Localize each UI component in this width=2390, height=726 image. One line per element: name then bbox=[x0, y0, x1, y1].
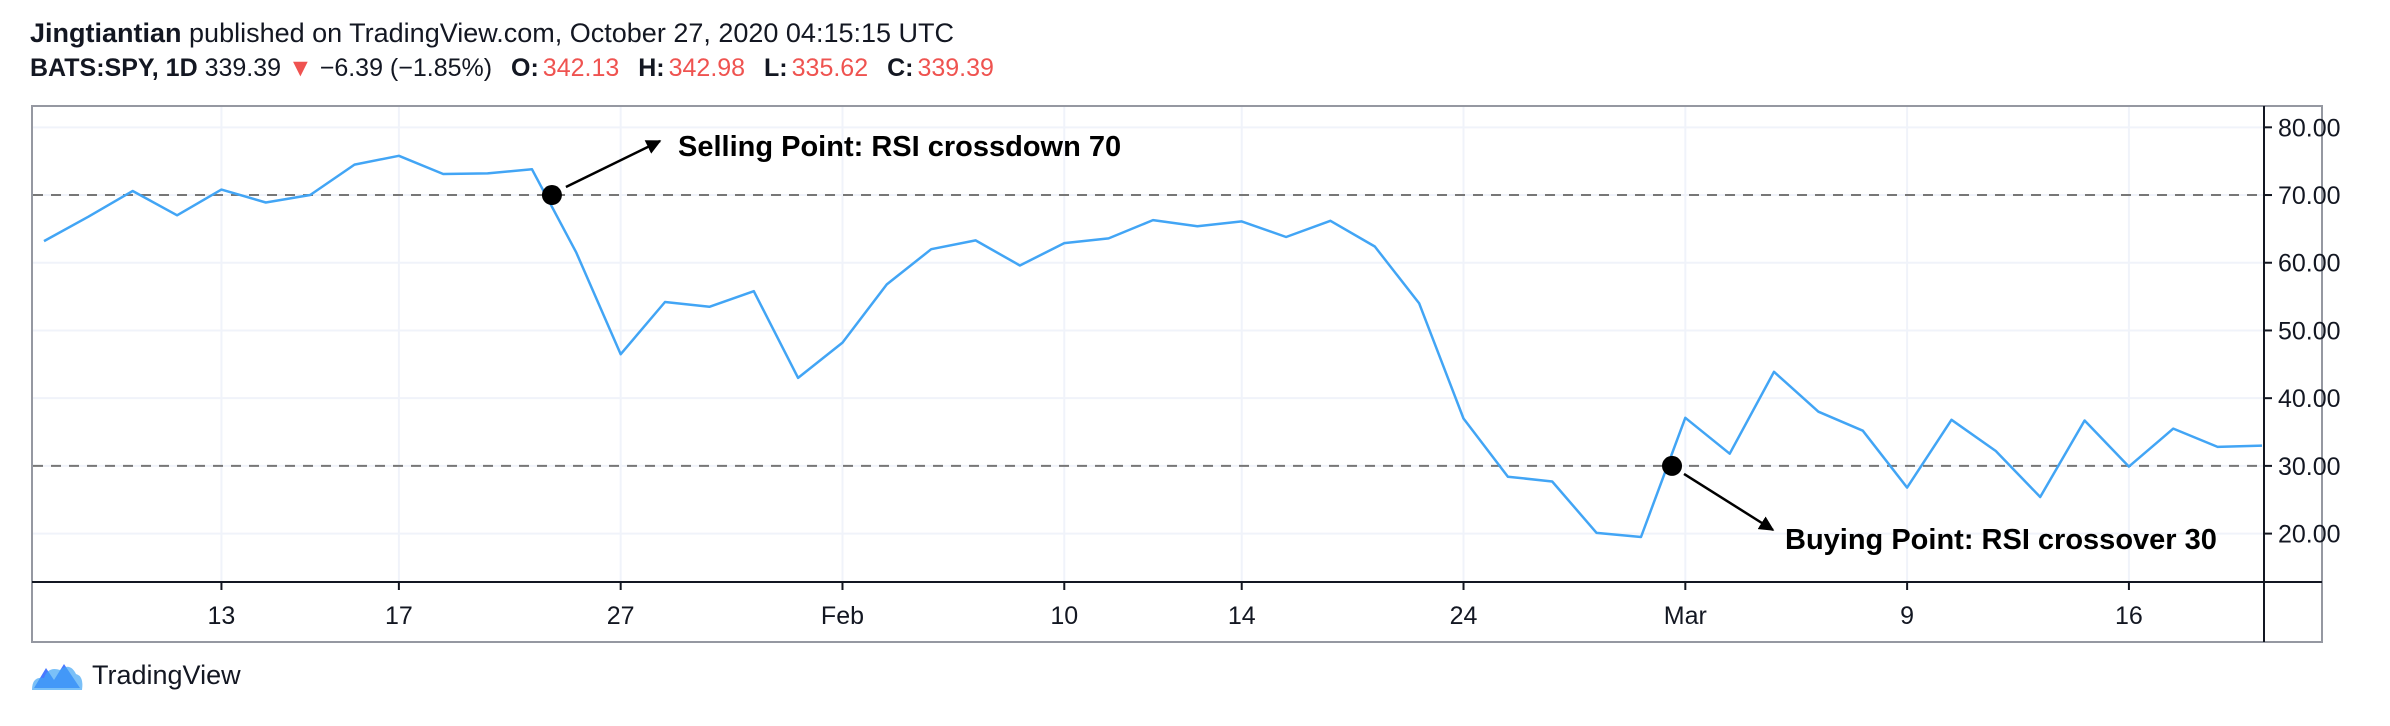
time-axis: 13 17 27 Feb 10 14 24 Mar 9 16 bbox=[208, 582, 2143, 630]
plot-frame bbox=[31, 105, 2323, 643]
buy-point-label: Buying Point: RSI crossover 30 bbox=[1785, 524, 2217, 556]
rsi-series bbox=[43, 154, 2263, 539]
x-tick-label: 27 bbox=[607, 602, 635, 630]
open-value: 342.13 bbox=[542, 54, 620, 82]
x-tick-label: 14 bbox=[1228, 602, 1256, 630]
annotations: Selling Point: RSI crossdown 70 Buying Po… bbox=[541, 131, 2217, 556]
grid bbox=[33, 107, 2263, 581]
close-label: C: bbox=[887, 54, 914, 82]
high-value: 342.98 bbox=[668, 54, 746, 82]
buy-arrow bbox=[1683, 472, 1775, 532]
ohlc-line: BATS:SPY, 1D 339.39 ▼ −6.39 (−1.85%) O: 3… bbox=[30, 54, 1006, 83]
cloud-logo-icon bbox=[32, 664, 83, 690]
brand-label: TradingView bbox=[92, 659, 241, 690]
y-tick-label: 80.00 bbox=[2278, 114, 2341, 142]
y-tick-label: 20.00 bbox=[2278, 521, 2341, 549]
y-tick-label: 40.00 bbox=[2278, 385, 2341, 413]
sell-arrow bbox=[565, 139, 662, 189]
open-label: O: bbox=[511, 54, 539, 82]
publication-line: Jingtiantian published on TradingView.co… bbox=[30, 18, 954, 49]
sell-point-marker bbox=[541, 185, 562, 206]
x-tick-label: Feb bbox=[821, 602, 864, 630]
buy-point-marker bbox=[1662, 455, 1683, 476]
rsi-line bbox=[43, 154, 2263, 539]
y-tick-label: 30.00 bbox=[2278, 453, 2341, 481]
x-tick-label: 17 bbox=[385, 602, 413, 630]
tradingview-logo[interactable]: TradingView bbox=[30, 658, 241, 692]
sell-point-label: Selling Point: RSI crossdown 70 bbox=[678, 131, 1121, 163]
price-axis: 80.00 70.00 60.00 50.00 40.00 30.00 20.00 bbox=[2264, 114, 2341, 549]
x-tick-label: 10 bbox=[1050, 602, 1078, 630]
x-tick-label: 24 bbox=[1450, 602, 1478, 630]
author-name[interactable]: Jingtiantian bbox=[30, 18, 182, 48]
price-change: −6.39 (−1.85%) bbox=[319, 54, 493, 82]
symbol-label: BATS:SPY, 1D bbox=[30, 54, 198, 82]
x-tick-label: 9 bbox=[1900, 602, 1914, 630]
published-text: published on TradingView.com, October 27… bbox=[189, 18, 955, 48]
low-value: 335.62 bbox=[791, 54, 869, 82]
last-price: 339.39 bbox=[204, 54, 282, 82]
close-value: 339.39 bbox=[917, 54, 994, 82]
y-tick-label: 60.00 bbox=[2278, 250, 2341, 278]
y-tick-label: 70.00 bbox=[2278, 182, 2341, 210]
x-tick-label: Mar bbox=[1664, 602, 1707, 630]
x-tick-label: 16 bbox=[2115, 602, 2143, 630]
down-triangle-icon: ▼ bbox=[288, 54, 313, 82]
y-tick-label: 50.00 bbox=[2278, 317, 2341, 345]
high-label: H: bbox=[638, 54, 665, 82]
low-label: L: bbox=[764, 54, 788, 82]
x-tick-label: 13 bbox=[208, 602, 236, 630]
